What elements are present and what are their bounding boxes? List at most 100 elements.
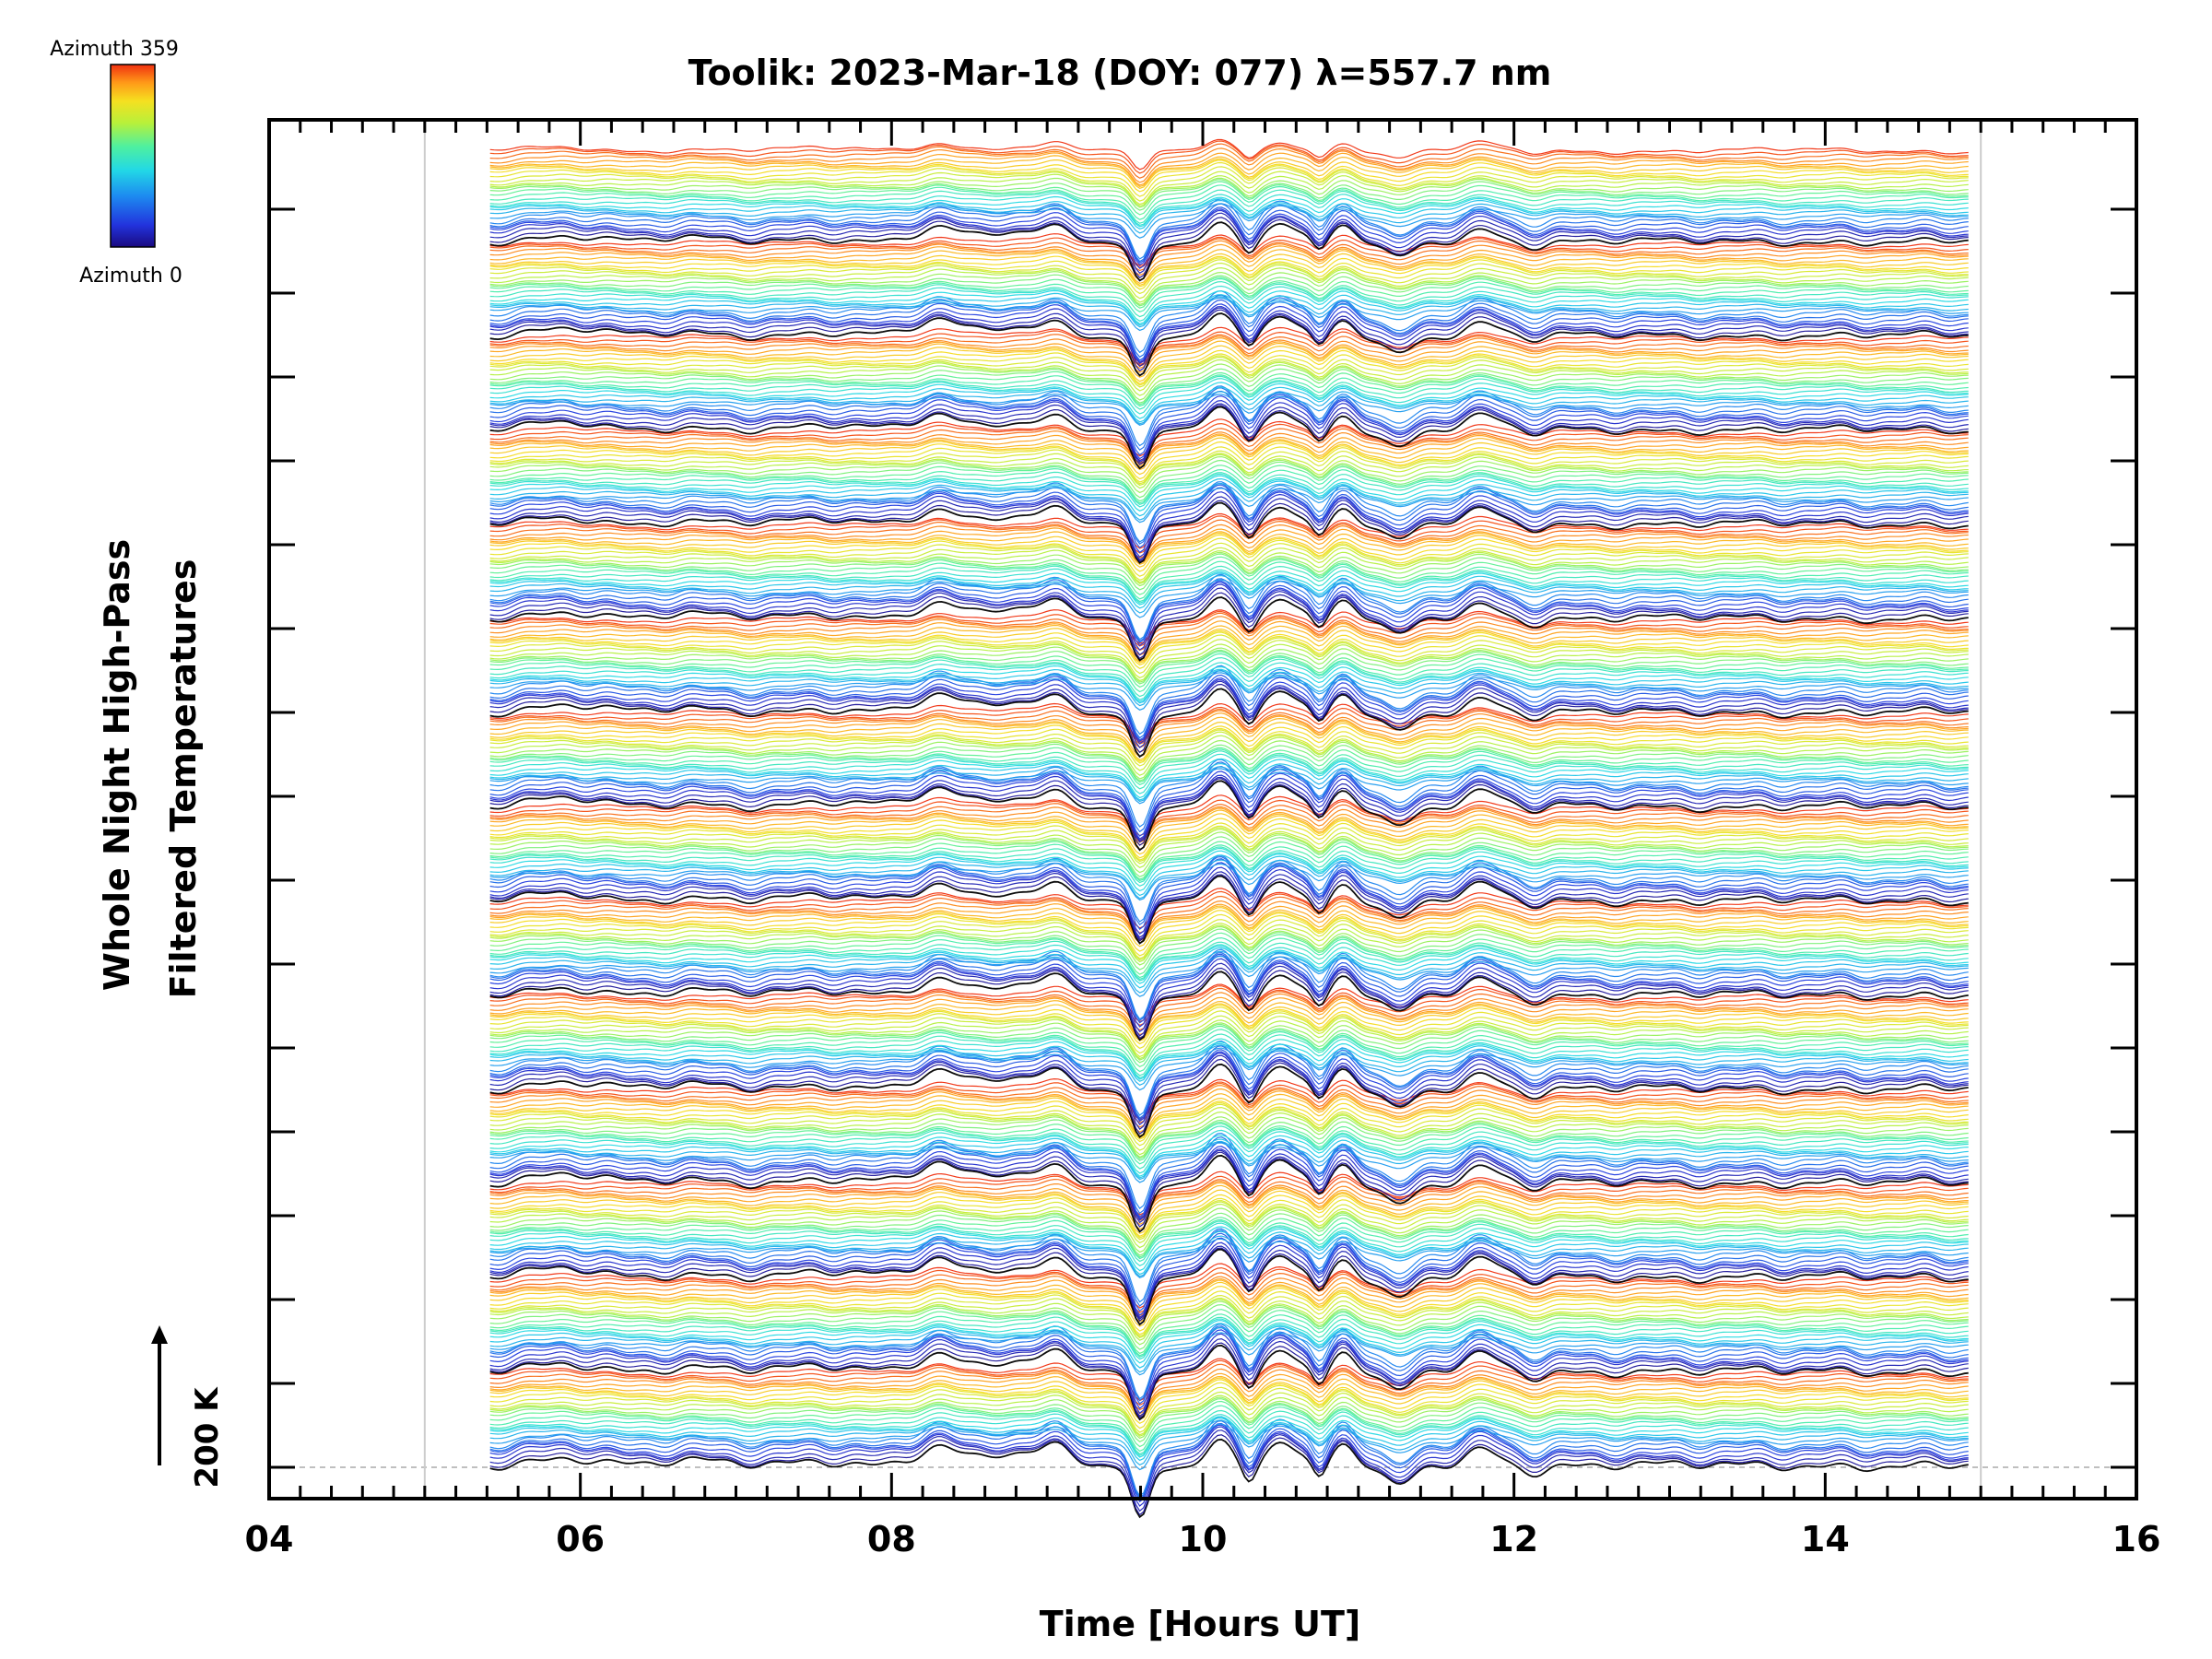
- azimuth-trace: [489, 1337, 1969, 1418]
- y-axis-label-line2: Filtered Temperatures: [163, 559, 204, 999]
- azimuth-trace: [489, 854, 1969, 923]
- azimuth-trace: [489, 743, 1969, 782]
- azimuth-trace: [489, 390, 1969, 425]
- azimuth-trace: [489, 173, 1969, 207]
- azimuth-trace: [489, 996, 1969, 1039]
- azimuth-trace: [489, 582, 1969, 647]
- azimuth-trace: [489, 179, 1969, 211]
- azimuth-trace: [489, 662, 1969, 700]
- azimuth-trace: [489, 491, 1969, 559]
- azimuth-trace: [489, 184, 1969, 220]
- azimuth-trace: [489, 947, 1969, 989]
- azimuth-trace: [489, 987, 1969, 1031]
- azimuth-trace: [489, 1178, 1969, 1219]
- azimuth-trace: [489, 1230, 1969, 1276]
- azimuth-trace: [489, 708, 1969, 745]
- azimuth-trace: [489, 761, 1969, 833]
- azimuth-trace: [489, 482, 1969, 521]
- azimuth-trace: [489, 481, 1969, 543]
- azimuth-trace: [489, 1422, 1969, 1500]
- azimuth-trace: [489, 534, 1969, 572]
- azimuth-trace: [489, 482, 1969, 545]
- azimuth-trace: [489, 259, 1969, 295]
- azimuth-trace: [489, 236, 1969, 268]
- azimuth-trace: [489, 1154, 1969, 1233]
- azimuth-trace: [489, 890, 1969, 934]
- azimuth-trace: [489, 1430, 1969, 1512]
- azimuth-trace: [489, 967, 1969, 1040]
- azimuth-trace: [489, 592, 1969, 660]
- azimuth-trace: [489, 905, 1969, 944]
- azimuth-trace: [489, 209, 1969, 269]
- azimuth-trace: [489, 1318, 1969, 1360]
- azimuth-trace: [489, 382, 1969, 419]
- azimuth-trace: [489, 1416, 1969, 1458]
- azimuth-trace: [489, 161, 1969, 197]
- azimuth-trace: [489, 672, 1969, 711]
- azimuth-trace: [489, 532, 1969, 568]
- azimuth-trace: [489, 616, 1969, 656]
- azimuth-trace: [489, 656, 1969, 698]
- azimuth-trace: [489, 936, 1969, 979]
- azimuth-trace: [489, 221, 1969, 282]
- azimuth-trace: [489, 1199, 1969, 1241]
- azimuth-trace: [489, 634, 1969, 675]
- azimuth-trace: [489, 955, 1969, 1028]
- azimuth-trace: [489, 487, 1969, 524]
- azimuth-trace: [489, 1146, 1969, 1219]
- azimuth-trace: [489, 668, 1969, 704]
- azimuth-trace: [489, 166, 1969, 202]
- azimuth-trace: [489, 374, 1969, 407]
- azimuth-trace: [489, 1218, 1969, 1260]
- trace-series: [489, 138, 1969, 1519]
- azimuth-trace: [489, 847, 1969, 887]
- azimuth-trace: [489, 953, 1969, 1024]
- azimuth-trace: [489, 985, 1969, 1027]
- azimuth-trace: [489, 1175, 1969, 1218]
- azimuth-trace: [489, 1417, 1969, 1462]
- azimuth-trace: [489, 1316, 1969, 1358]
- azimuth-trace: [489, 1377, 1969, 1420]
- azimuth-trace: [489, 296, 1969, 328]
- azimuth-trace: [489, 560, 1969, 600]
- azimuth-trace: [489, 825, 1969, 863]
- azimuth-trace: [489, 1137, 1969, 1179]
- azimuth-trace: [489, 335, 1969, 370]
- azimuth-trace: [489, 394, 1969, 426]
- azimuth-trace: [489, 515, 1969, 554]
- azimuth-trace: [489, 143, 1969, 179]
- azimuth-trace: [489, 724, 1969, 762]
- azimuth-trace: [489, 1248, 1969, 1326]
- azimuth-trace: [489, 1082, 1969, 1124]
- azimuth-trace: [489, 750, 1969, 790]
- azimuth-trace: [489, 1363, 1969, 1411]
- azimuth-trace: [489, 653, 1969, 693]
- azimuth-trace: [489, 649, 1969, 685]
- azimuth-trace: [489, 1342, 1969, 1419]
- azimuth-trace: [489, 359, 1969, 396]
- azimuth-trace: [489, 556, 1969, 595]
- azimuth-trace: [489, 1222, 1969, 1266]
- azimuth-trace: [489, 477, 1969, 517]
- azimuth-trace: [489, 1237, 1969, 1316]
- azimuth-trace: [489, 1058, 1969, 1135]
- azimuth-trace: [489, 199, 1969, 234]
- azimuth-trace: [489, 813, 1969, 855]
- azimuth-trace: [489, 829, 1969, 868]
- azimuth-trace: [489, 955, 1969, 997]
- azimuth-trace: [489, 1125, 1969, 1170]
- azimuth-trace: [489, 271, 1969, 305]
- azimuth-trace: [489, 297, 1969, 332]
- azimuth-trace: [489, 1063, 1969, 1138]
- azimuth-trace: [489, 243, 1969, 281]
- azimuth-trace: [489, 1135, 1969, 1177]
- azimuth-trace: [489, 807, 1969, 846]
- azimuth-trace: [489, 307, 1969, 368]
- azimuth-trace: [489, 1423, 1969, 1471]
- azimuth-trace: [489, 1051, 1969, 1123]
- azimuth-trace: [489, 371, 1969, 406]
- x-tick-label: 10: [1179, 1519, 1228, 1559]
- azimuth-trace: [489, 862, 1969, 935]
- azimuth-trace: [489, 794, 1969, 837]
